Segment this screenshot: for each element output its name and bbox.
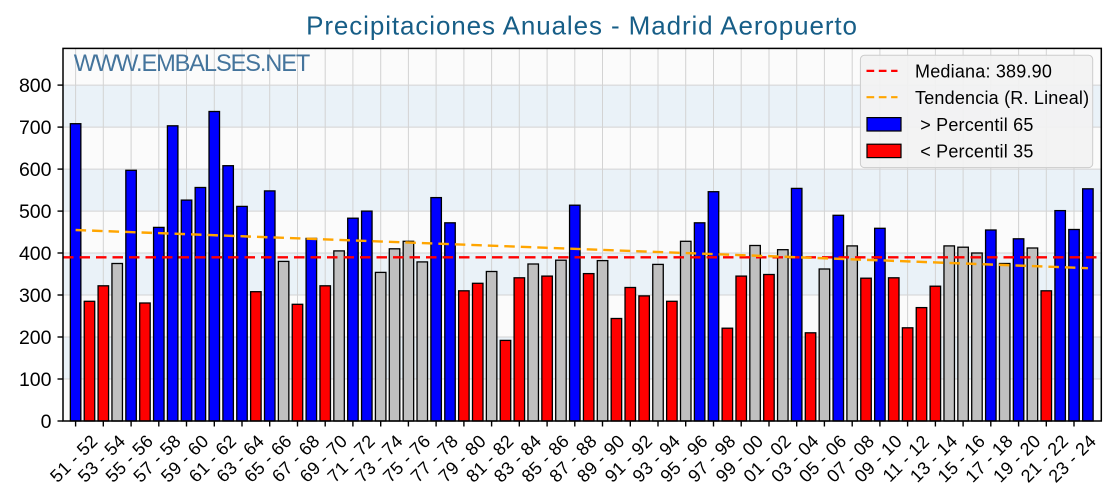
svg-text:> Percentil 65: > Percentil 65 [915,115,1034,135]
svg-text:400: 400 [19,243,52,265]
svg-text:700: 700 [19,117,52,139]
svg-text:500: 500 [19,201,52,223]
svg-text:WWW.EMBALSES.NET: WWW.EMBALSES.NET [74,51,310,77]
svg-text:100: 100 [19,369,52,391]
svg-text:600: 600 [19,159,52,181]
svg-text:< Percentil 35: < Percentil 35 [915,142,1034,162]
svg-text:0: 0 [41,411,52,433]
svg-text:300: 300 [19,285,52,307]
svg-text:200: 200 [19,327,52,349]
svg-text:800: 800 [19,75,52,97]
svg-text:Precipitaciones Anuales - Madr: Precipitaciones Anuales - Madrid Aeropue… [306,11,858,41]
svg-text:Tendencia (R. Lineal): Tendencia (R. Lineal) [915,88,1089,108]
svg-text:Mediana: 389.90: Mediana: 389.90 [915,62,1052,82]
